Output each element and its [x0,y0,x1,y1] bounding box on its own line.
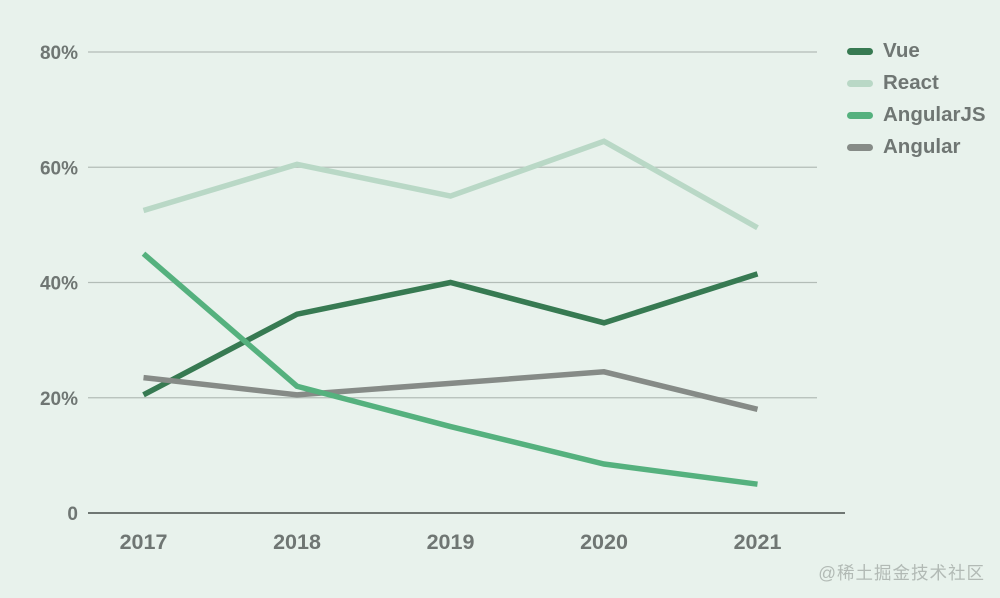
legend-swatch-icon [847,79,873,87]
legend-swatch-icon [847,143,873,151]
watermark: @稀土掘金技术社区 [818,563,985,583]
legend-swatch-icon [847,111,873,119]
legend-item-angular: Angular [847,134,986,160]
legend-item-vue: Vue [847,38,986,64]
y-tick-label: 60% [40,158,78,179]
legend-label: AngularJS [883,103,986,126]
y-tick-label: 40% [40,274,78,295]
legend-item-angularjs: AngularJS [847,102,986,128]
x-tick-label: 2021 [734,530,782,554]
x-tick-label: 2019 [427,530,475,554]
legend-label: React [883,71,939,94]
legend-label: Angular [883,135,961,158]
legend-swatch-icon [847,47,873,55]
legend-item-react: React [847,70,986,96]
series-line-angularjs [141,251,758,487]
series-line-angular [143,369,759,412]
legend-label: Vue [883,39,920,62]
x-tick-label: 2017 [120,530,168,554]
legend: Vue React AngularJS Angular [847,38,986,160]
y-tick-label: 20% [40,389,78,410]
series-line-react [142,138,759,231]
y-tick-label: 0 [67,504,78,525]
y-tick-label: 80% [40,43,78,64]
x-tick-label: 2018 [273,530,321,554]
x-tick-label: 2020 [580,530,628,554]
